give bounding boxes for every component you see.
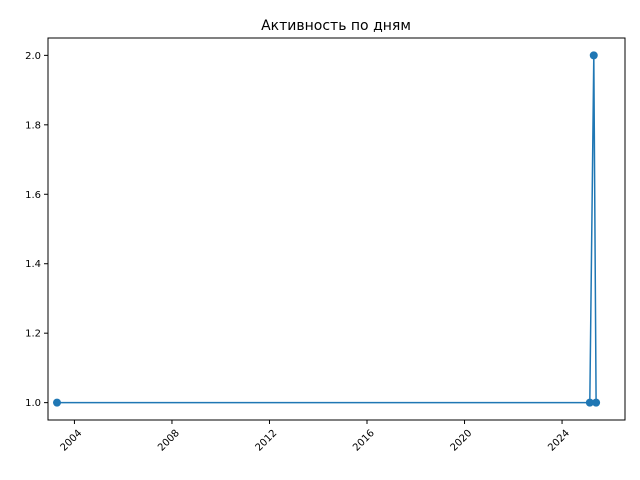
series-line bbox=[57, 54, 597, 404]
x-tick-label: 2024 bbox=[546, 428, 572, 454]
axes-frame bbox=[47, 37, 626, 421]
chart-title: Активность по дням bbox=[261, 18, 411, 34]
x-tick-label: 2004 bbox=[59, 428, 85, 454]
data-point bbox=[589, 51, 598, 60]
plot-area: 1.0 1.2 1.4 1.6 1.8 2.0 2004 2008 2012 2016 2020 20… bbox=[25, 37, 626, 454]
y-tick-label: 1.8 bbox=[25, 120, 41, 131]
x-tick-label: 2016 bbox=[351, 428, 377, 454]
data-point bbox=[53, 398, 62, 407]
y-tick-label: 2.0 bbox=[25, 51, 41, 62]
x-tick-label: 2012 bbox=[254, 428, 280, 454]
x-tick-label: 2020 bbox=[449, 428, 475, 454]
y-tick-label: 1.6 bbox=[25, 190, 41, 201]
x-tick-label: 2008 bbox=[156, 428, 182, 454]
y-tick-label: 1.4 bbox=[25, 259, 41, 270]
data-point bbox=[585, 398, 594, 407]
y-tick-label: 1.0 bbox=[25, 398, 41, 409]
data-point bbox=[592, 398, 601, 407]
y-tick-label: 1.2 bbox=[25, 329, 41, 340]
